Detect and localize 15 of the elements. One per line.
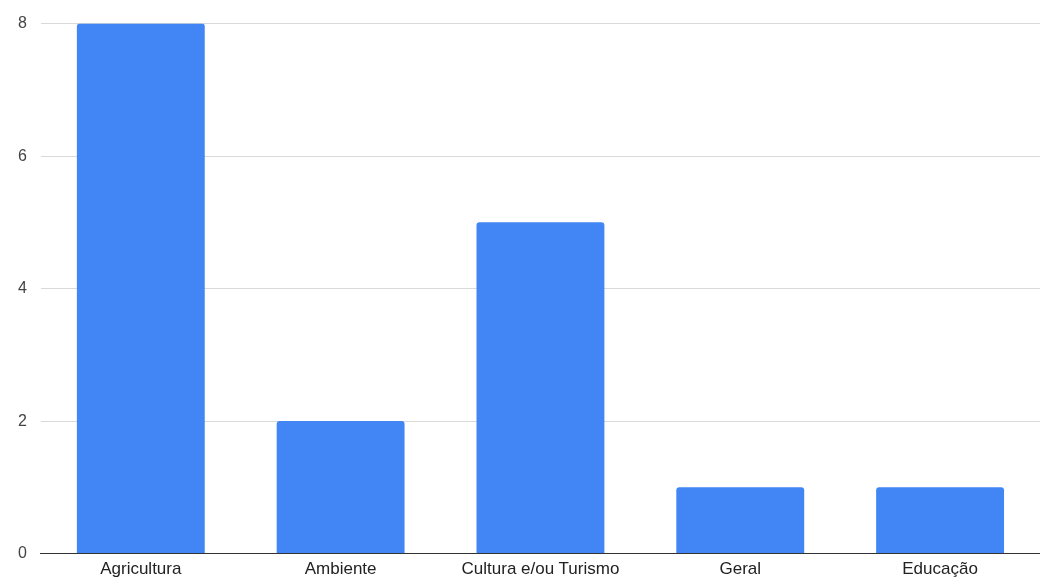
y-tick-label: 6 bbox=[17, 146, 27, 164]
x-tick-label: Educação bbox=[902, 559, 978, 579]
y-tick-label: 8 bbox=[17, 14, 27, 32]
y-tick-label: 0 bbox=[17, 544, 27, 562]
bar bbox=[676, 487, 805, 554]
x-tick-label: Ambiente bbox=[304, 559, 377, 579]
y-tick-label: 4 bbox=[17, 279, 27, 297]
x-tick-label: Agricultura bbox=[100, 559, 182, 579]
x-tick-label: Geral bbox=[719, 559, 762, 579]
bar bbox=[276, 421, 405, 554]
y-tick-label: 2 bbox=[17, 411, 27, 429]
bar bbox=[876, 487, 1005, 554]
bar bbox=[76, 23, 205, 554]
bar bbox=[476, 222, 605, 554]
x-tick-label: Cultura e/ou Turismo bbox=[461, 559, 620, 579]
